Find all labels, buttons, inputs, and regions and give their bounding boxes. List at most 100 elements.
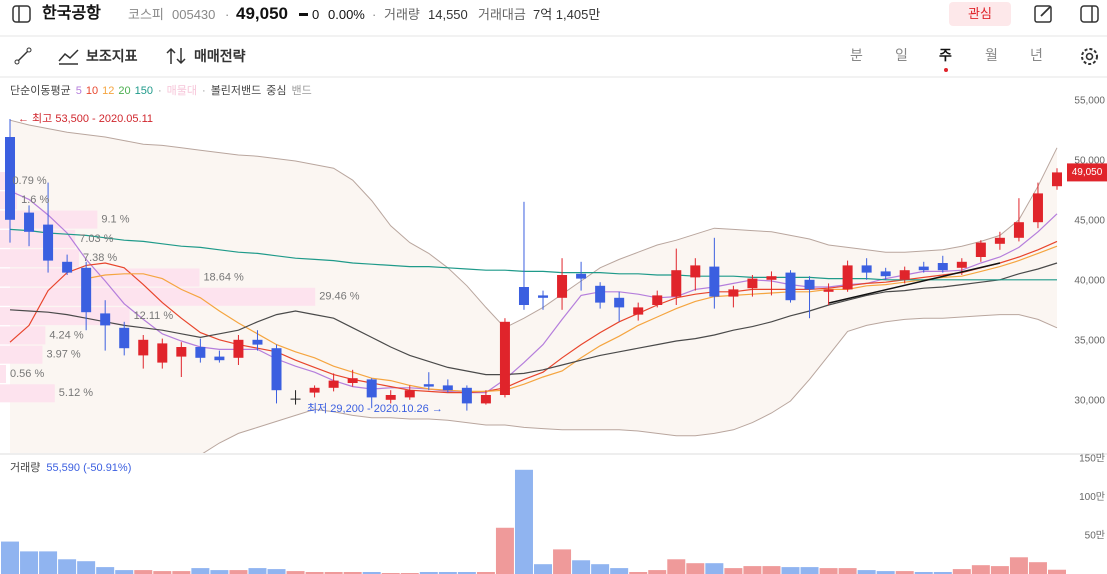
y-tick-label: 55,000 — [1074, 96, 1105, 107]
trend-line — [828, 262, 1001, 304]
candle-body — [994, 237, 1005, 244]
last-price-box — [1067, 163, 1107, 182]
profile-label: 5.12 % — [59, 387, 93, 399]
candle-body — [937, 263, 948, 271]
candle-body — [804, 279, 815, 290]
volume-bar — [610, 568, 629, 574]
volume-bar — [724, 568, 743, 574]
volume-bar — [172, 571, 191, 574]
profile-bar — [0, 345, 43, 364]
legend-ma: 150 — [135, 85, 153, 97]
candle-body — [309, 387, 320, 393]
profile-label: 3.97 % — [46, 349, 80, 361]
candle-body — [328, 380, 339, 388]
candle-body — [538, 295, 549, 298]
volume-bar — [705, 563, 724, 574]
high-annotation: ← 최고 53,500 - 2020.05.11 — [18, 112, 153, 125]
amount: 7억 1,405만 — [533, 7, 601, 22]
period-tab[interactable]: 주 — [939, 47, 952, 63]
volume-bar — [96, 567, 115, 574]
candle-body — [671, 270, 682, 297]
candle-body — [1052, 172, 1062, 187]
volume-tick-label: 150만 — [1079, 453, 1105, 465]
candle-body — [652, 295, 663, 306]
volume-bar — [686, 563, 705, 574]
indicator-icon[interactable] — [58, 47, 80, 65]
volume-bar — [838, 568, 857, 574]
volume-bar — [514, 469, 533, 574]
volume-bar — [743, 566, 762, 574]
volume-bar — [857, 570, 876, 574]
legend-title: 단순이동평균 — [10, 84, 71, 97]
candle-body — [43, 224, 54, 261]
volume-bar — [495, 527, 514, 574]
volume-bar — [572, 560, 591, 574]
draw-icon[interactable] — [13, 46, 33, 66]
settings-icon[interactable] — [1079, 46, 1100, 67]
candle-body — [918, 266, 929, 271]
volume-bar — [343, 572, 362, 574]
indicator-button[interactable]: 보조지표 — [86, 48, 138, 64]
low-annotation: 최저 29,200 - 2020.10.26 → — [307, 402, 443, 415]
legend-band: 밴드 — [292, 84, 312, 97]
candle-body — [119, 327, 130, 349]
profile-bar — [0, 326, 46, 345]
volume-bar — [1048, 569, 1066, 574]
bollinger-lower — [202, 314, 1058, 453]
candle-body — [423, 384, 434, 387]
volume-bar — [476, 572, 495, 574]
change-rate: 0.00% — [328, 7, 365, 22]
profile-label: 29.46 % — [319, 291, 360, 303]
candle-body — [195, 347, 206, 358]
sidebar-icon[interactable] — [12, 5, 32, 23]
separator: · — [372, 7, 377, 22]
volume-bar — [553, 549, 572, 574]
code: 005430 — [172, 7, 216, 22]
volume-bar — [419, 572, 438, 574]
volume-bar — [153, 571, 172, 574]
candle-body — [1032, 193, 1043, 223]
period-tab[interactable]: 년 — [1030, 47, 1043, 63]
strategy-button[interactable]: 매매전략 — [194, 48, 246, 64]
volume-bar — [781, 567, 800, 574]
period-tab[interactable]: 일 — [895, 47, 908, 63]
y-tick-label: 30,000 — [1074, 396, 1105, 407]
legend-center: 중심 — [266, 84, 286, 97]
period-tab[interactable]: 월 — [985, 47, 998, 63]
strategy-icon[interactable] — [166, 46, 188, 66]
candle-body — [557, 275, 568, 298]
volume-bar — [591, 564, 610, 574]
profile-label: 9.1 % — [101, 214, 129, 226]
volume-bar — [914, 572, 933, 574]
candle-body — [138, 339, 149, 356]
volume-bar — [895, 571, 914, 574]
volume-bar — [971, 565, 990, 574]
candle-body — [880, 271, 891, 277]
volume-bar — [876, 571, 895, 574]
volume-bar — [534, 564, 553, 574]
profile-label: 7.38 % — [83, 252, 117, 264]
candle-body — [899, 270, 910, 280]
volume-bar — [800, 567, 819, 574]
profile-bar — [0, 365, 6, 383]
period-tab[interactable]: 분 — [850, 47, 863, 63]
volume: 14,550 — [428, 7, 468, 22]
volume-title: 거래량 — [10, 461, 40, 474]
candle-body — [595, 285, 606, 303]
profile-label: 0.79 % — [12, 175, 46, 187]
candle-body — [633, 307, 644, 315]
edit-icon[interactable] — [1033, 4, 1053, 24]
volume-bar — [77, 561, 96, 574]
volume-bar — [990, 566, 1009, 574]
panel-icon[interactable] — [1080, 5, 1100, 23]
profile-bar — [0, 249, 79, 268]
candle-body — [347, 378, 358, 384]
candle-body — [823, 289, 834, 292]
watch-button[interactable]: 관심 — [949, 2, 1011, 26]
market: 코스피 — [128, 7, 164, 22]
candle-body — [176, 347, 187, 357]
volume-bar — [229, 570, 248, 574]
volume-bar — [952, 569, 971, 574]
